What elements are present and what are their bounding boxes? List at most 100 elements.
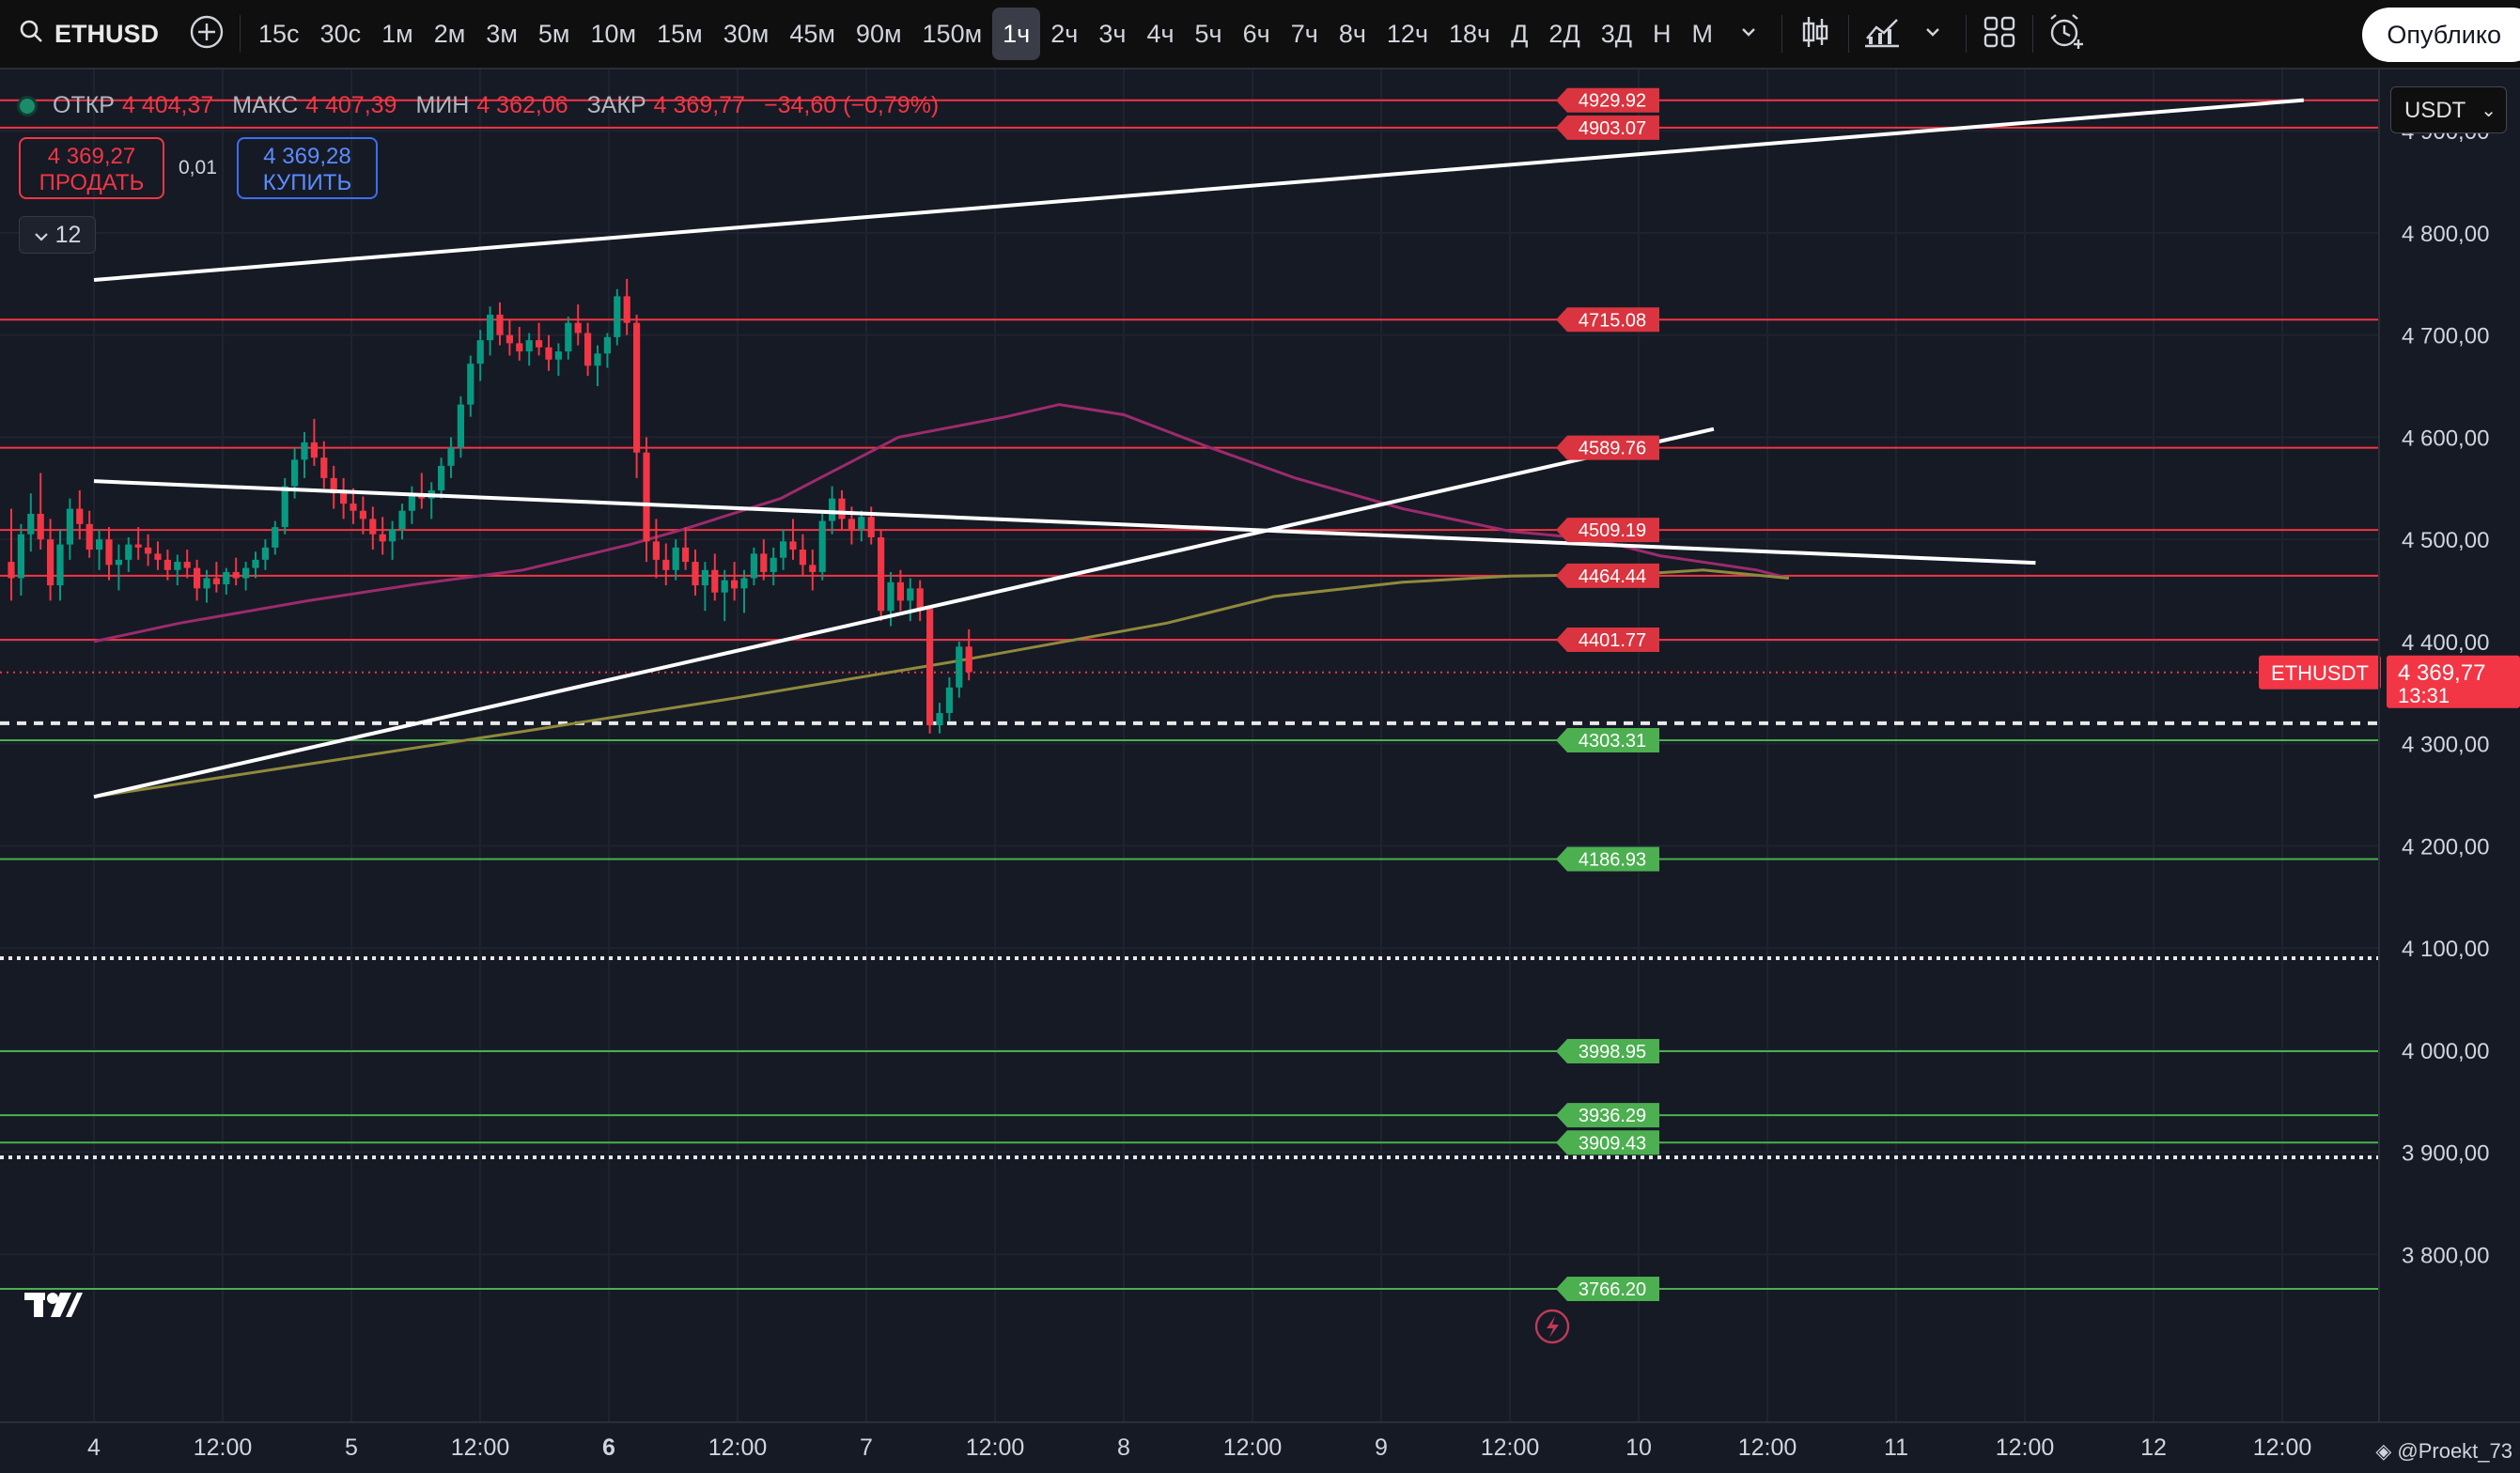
alert-button[interactable] (2041, 8, 2092, 59)
interval-list: 15с 30с 1м 2м 3м 5м 10м 15м 30м 45м 90м 150м 1ч 2ч 3ч 4… (248, 8, 1723, 60)
interval-25[interactable]: Н (1653, 20, 1672, 48)
add-symbol-button[interactable] (181, 8, 232, 59)
interval-9[interactable]: 45м (789, 20, 835, 48)
y-tick-label: 4 500,00 (2402, 528, 2489, 553)
candle-body (956, 646, 963, 688)
candle-body (936, 713, 943, 726)
interval-menu-button[interactable] (1723, 8, 1774, 59)
interval-18[interactable]: 7ч (1290, 20, 1318, 48)
alert-icon (2047, 13, 2085, 55)
interval-1[interactable]: 30с (319, 20, 362, 48)
interval-8[interactable]: 30м (723, 20, 770, 48)
resistance-level-label[interactable]: 4589.76 (1556, 435, 1659, 460)
close-label: ЗАКР (586, 92, 646, 118)
layout-button[interactable] (1974, 8, 2025, 59)
candle-body (457, 404, 464, 448)
interval-14[interactable]: 3ч (1098, 20, 1127, 48)
candle-body (330, 477, 337, 494)
candle-body (154, 553, 162, 560)
interval-16[interactable]: 5ч (1194, 20, 1222, 48)
interval-17[interactable]: 6ч (1242, 20, 1270, 48)
candle-body (301, 442, 308, 460)
candle-body (438, 465, 445, 490)
support-level-label[interactable]: 3998.95 (1556, 1038, 1659, 1063)
candle-body (731, 580, 739, 589)
share-icon: ◈ (2375, 1439, 2398, 1463)
candle-body (711, 569, 719, 593)
publish-button[interactable]: Опублико (2362, 8, 2520, 62)
resistance-level-label[interactable]: 4509.19 (1556, 518, 1659, 543)
interval-12[interactable]: 1ч (992, 8, 1041, 60)
y-tick-label: 4 200,00 (2402, 834, 2489, 860)
level-label-bg (1556, 563, 1659, 588)
currency-select[interactable]: USDT ⌄ (2390, 86, 2507, 133)
buy-button[interactable]: 4 369,28 КУПИТЬ (237, 137, 378, 199)
interval-21[interactable]: 18ч (1449, 20, 1491, 48)
interval-11[interactable]: 150м (922, 20, 983, 48)
author-attribution: ◈ @Proekt_73 (2375, 1439, 2512, 1464)
buy-price: 4 369,28 (263, 144, 351, 169)
candle-body (809, 565, 817, 572)
low-value: 4 362,06 (476, 92, 568, 118)
candle-body (105, 539, 113, 566)
interval-19[interactable]: 8ч (1338, 20, 1366, 48)
indicators-menu-button[interactable] (1907, 8, 1958, 59)
chart-type-button[interactable] (1790, 8, 1841, 59)
interval-2[interactable]: 1м (381, 20, 413, 48)
support-level-label[interactable]: 3936.29 (1556, 1103, 1659, 1128)
price-chart[interactable]: 4929.92 4903.07 4715.08 4589.76 4509.19 4464.… (0, 70, 2520, 1473)
x-tick-label: 10 (1626, 1434, 1652, 1461)
candle-body (682, 547, 690, 563)
interval-3[interactable]: 2м (433, 20, 466, 48)
interval-13[interactable]: 2ч (1050, 20, 1079, 48)
x-tick-label: 12:00 (708, 1434, 768, 1461)
candle-body (291, 459, 299, 487)
support-level-label[interactable]: 3766.20 (1556, 1277, 1659, 1302)
candle-body (916, 588, 924, 610)
interval-6[interactable]: 10м (590, 20, 637, 48)
support-level-label[interactable]: 4303.31 (1556, 728, 1659, 753)
candle-body (701, 569, 708, 586)
trendline[interactable] (93, 426, 1715, 799)
chevron-down-icon (1738, 22, 1759, 47)
level-label-text: 4464.44 (1579, 566, 1646, 587)
interval-4[interactable]: 3м (486, 20, 518, 48)
flash-alert-icon[interactable] (1534, 1309, 1570, 1344)
candle-body (281, 486, 288, 528)
interval-20[interactable]: 12ч (1386, 20, 1429, 48)
interval-10[interactable]: 90м (855, 20, 902, 48)
trendline[interactable] (93, 479, 2036, 566)
candle-body (770, 557, 777, 572)
symbol-search[interactable]: ETHUSD (0, 0, 181, 69)
interval-15[interactable]: 4ч (1146, 20, 1174, 48)
resistance-level-label[interactable]: 4903.07 (1556, 115, 1659, 140)
candle-body (887, 581, 894, 612)
level-label-bg (1556, 846, 1659, 872)
candle-body (115, 559, 122, 566)
interval-26[interactable]: М (1691, 20, 1714, 48)
candle-body (907, 588, 914, 601)
candle-body (17, 534, 24, 579)
indicators-toggle[interactable]: 12 (19, 216, 96, 254)
level-label-text: 3936.29 (1579, 1106, 1646, 1126)
interval-7[interactable]: 15м (657, 20, 703, 48)
interval-5[interactable]: 5м (537, 20, 570, 48)
close-value: 4 369,77 (653, 92, 745, 118)
interval-23[interactable]: 2Д (1548, 20, 1580, 48)
candle-body (740, 578, 748, 589)
toolbar-divider (1966, 15, 1968, 53)
ohlc-legend: ОТКР 4 404,37 МАКС 4 407,39 МИН 4 362,06… (17, 92, 950, 119)
interval-0[interactable]: 15с (258, 20, 300, 48)
indicators-button[interactable] (1857, 8, 1907, 59)
sell-button[interactable]: 4 369,27 ПРОДАТЬ (19, 137, 164, 199)
resistance-level-label[interactable]: 4929.92 (1556, 87, 1659, 113)
resistance-level-label[interactable]: 4715.08 (1556, 307, 1659, 333)
trendline[interactable] (93, 98, 2304, 282)
y-tick-label: 4 300,00 (2402, 733, 2489, 758)
resistance-level-label[interactable]: 4464.44 (1556, 563, 1659, 588)
support-level-label[interactable]: 3909.43 (1556, 1130, 1659, 1155)
interval-22[interactable]: Д (1511, 20, 1529, 48)
interval-24[interactable]: 3Д (1600, 20, 1633, 48)
support-level-label[interactable]: 4186.93 (1556, 846, 1659, 872)
resistance-level-label[interactable]: 4401.77 (1556, 627, 1659, 652)
